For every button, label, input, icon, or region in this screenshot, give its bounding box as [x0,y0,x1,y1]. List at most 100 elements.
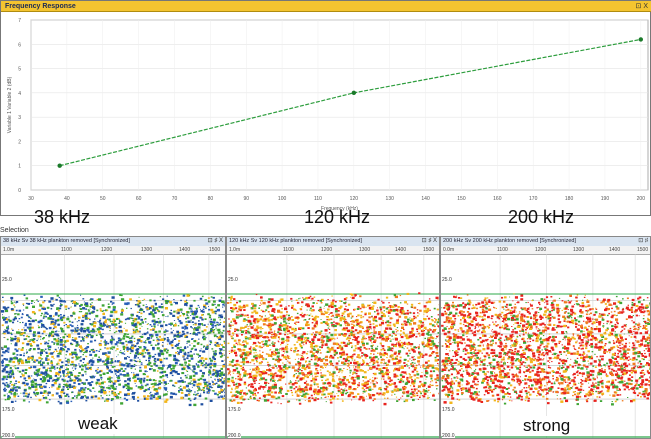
x-tick-label: 40 [64,196,70,202]
echo-sample [47,349,50,351]
echo-sample [394,357,397,360]
echo-sample [129,349,132,351]
panel-controls[interactable]: ⊡ ♯ X [207,238,223,244]
echo-sample [55,330,58,332]
echo-sample [45,401,49,404]
echo-sample [57,362,60,365]
echo-sample [260,299,263,302]
echo-sample [296,341,299,343]
echo-sample [382,367,386,369]
echo-sample [135,365,137,366]
echo-sample [136,311,139,313]
echo-sample [57,400,60,403]
echo-sample [95,331,97,333]
echo-sample [26,326,30,329]
echo-sample [217,328,221,332]
echo-sample [60,347,63,350]
echo-sample [264,311,266,313]
echo-sample [423,345,426,348]
echo-sample [110,343,113,345]
echo-sample [380,334,384,337]
echo-sample [23,332,26,334]
echo-sample [146,328,149,330]
echogram-panel-120khz[interactable]: 120 kHz Sv 120 kHz plankton removed [Syn… [226,236,440,439]
echo-sample [130,315,133,317]
echo-sample [220,389,224,392]
echo-sample [80,323,84,326]
echo-sample [111,323,115,326]
echo-sample [87,368,89,370]
echo-sample [98,321,101,323]
echo-sample [7,373,10,375]
echo-sample [104,363,108,366]
echo-sample [172,384,175,387]
echo-sample [332,299,335,302]
echo-sample [271,384,274,386]
echo-sample [197,394,199,396]
echo-sample [434,344,437,347]
echo-sample [285,340,286,341]
frequency-response-titlebar[interactable]: Frequency Response ⊡ X [1,1,651,12]
echo-sample [214,350,217,352]
echo-sample [351,382,354,384]
echo-sample [258,335,262,338]
echo-sample [313,391,317,394]
echo-sample [203,335,206,338]
echo-sample [253,304,257,307]
echo-sample [317,386,319,388]
echo-sample [320,322,323,324]
echo-sample [29,392,31,394]
echo-sample [122,335,126,338]
echo-sample [326,363,329,365]
echo-sample [187,351,190,354]
echo-sample [140,312,143,315]
echo-sample [317,299,320,302]
echo-sample [283,370,287,374]
echo-sample [40,315,42,317]
echo-sample [180,311,183,313]
echogram-panel-38khz[interactable]: 38 kHz Sv 38 kHz plankton removed [Synch… [0,236,226,439]
echo-sample [352,320,356,323]
echo-sample [116,360,120,363]
echo-sample [295,373,297,375]
echo-sample [430,354,432,357]
ruler-start: 1.0m [3,247,15,253]
echo-sample [36,339,38,342]
echo-sample [294,374,296,375]
echo-sample [38,374,41,376]
echo-sample [70,371,73,374]
echo-sample [313,346,315,348]
echo-sample [242,341,244,343]
echo-sample [138,330,141,333]
echo-sample [340,305,343,308]
echo-sample [390,328,393,330]
selection-bar[interactable]: Selection [0,226,651,236]
echo-sample [423,368,425,369]
echo-sample [242,319,246,322]
echo-sample [416,309,419,311]
echo-sample [360,363,363,366]
echo-sample [243,330,246,332]
echo-sample [150,344,153,346]
echo-sample [397,341,400,343]
echo-sample [1,361,5,364]
x-axis-label: Frequency (kHz) [321,206,358,212]
window-controls[interactable]: ⊡ X [635,3,648,10]
echo-sample [349,356,353,358]
echo-sample [39,335,42,338]
echo-sample [338,333,342,336]
panel-controls[interactable]: ⊡ ♯ X [421,238,437,244]
echo-sample [247,389,251,392]
echo-sample [321,346,323,349]
echo-sample [342,389,345,392]
echo-sample [160,352,165,356]
echo-sample [343,316,346,318]
echo-sample [133,379,137,383]
echo-sample [90,366,92,369]
echo-sample [34,394,37,396]
echo-sample [230,310,232,312]
echo-sample [246,374,248,376]
echo-sample [152,396,156,399]
echo-sample [258,345,262,348]
